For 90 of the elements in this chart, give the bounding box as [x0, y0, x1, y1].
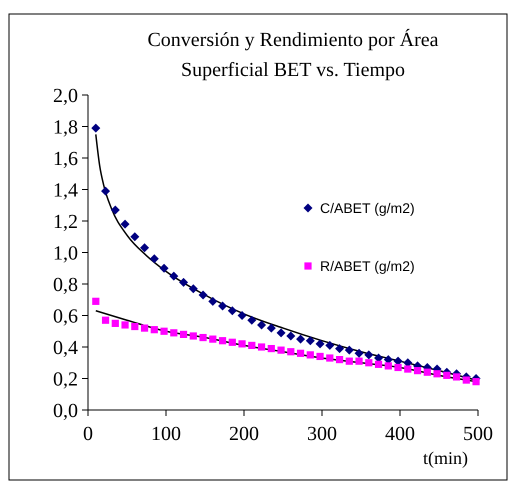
point — [355, 358, 363, 365]
point — [248, 342, 256, 350]
point — [92, 298, 100, 305]
point — [179, 278, 188, 287]
point — [110, 205, 120, 214]
point — [266, 324, 276, 333]
point — [101, 186, 110, 196]
point — [150, 326, 158, 334]
point — [238, 340, 246, 348]
point — [102, 316, 110, 324]
point — [199, 334, 207, 342]
y-tick-label: 1,8 — [53, 116, 78, 138]
point — [344, 346, 354, 355]
point — [258, 343, 266, 351]
point — [228, 338, 236, 346]
y-tick-label: 1,2 — [53, 211, 78, 233]
x-tick-label: 0 — [83, 423, 93, 445]
point — [325, 340, 334, 350]
point — [336, 356, 344, 364]
point — [404, 365, 412, 373]
point — [306, 351, 314, 358]
point — [276, 328, 286, 338]
point — [130, 232, 140, 242]
point — [316, 352, 324, 360]
point — [208, 296, 218, 306]
point — [257, 320, 266, 330]
legend-label: C/ABET (g/m2) — [320, 200, 415, 216]
point — [424, 368, 431, 376]
point — [112, 320, 119, 327]
point — [218, 337, 226, 344]
point — [228, 306, 237, 316]
point — [121, 321, 129, 329]
point — [247, 316, 256, 325]
point — [287, 348, 294, 356]
point — [365, 359, 372, 366]
point — [198, 290, 208, 300]
point — [218, 302, 228, 311]
point — [277, 346, 285, 354]
point — [170, 329, 178, 336]
point — [286, 331, 296, 340]
x-tick-label: 200 — [229, 423, 259, 445]
x-tick-label: 500 — [463, 423, 493, 445]
y-tick-label: 0,2 — [53, 368, 78, 390]
point — [462, 376, 470, 384]
point — [160, 264, 169, 273]
point — [452, 373, 460, 381]
point — [169, 272, 178, 281]
point — [238, 311, 247, 320]
point — [306, 336, 315, 346]
point — [140, 324, 148, 332]
point — [354, 348, 364, 358]
point — [374, 360, 382, 368]
point — [180, 330, 188, 338]
y-tick-label: 2,0 — [53, 85, 78, 107]
point — [131, 322, 138, 330]
point — [335, 344, 344, 354]
point — [150, 254, 159, 264]
point — [268, 344, 275, 352]
y-tick-label: 0,6 — [53, 306, 78, 328]
x-tick-label: 300 — [307, 423, 337, 445]
x-axis-title: t(min) — [423, 448, 468, 468]
point — [346, 358, 353, 365]
point — [414, 367, 422, 374]
point — [433, 370, 441, 378]
y-tick-label: 0,8 — [53, 274, 78, 296]
point — [472, 378, 480, 386]
y-tick-label: 0,0 — [53, 400, 78, 422]
point — [188, 284, 198, 294]
chart-title: Conversión y Rendimiento por Área Superficial BET vs. Tiempo — [147, 28, 439, 81]
point — [316, 339, 325, 348]
point — [443, 372, 450, 379]
y-tick-label: 1,0 — [53, 242, 78, 264]
point — [296, 350, 304, 357]
point — [394, 364, 402, 372]
point — [160, 328, 168, 335]
point — [140, 243, 150, 252]
point — [209, 336, 216, 343]
y-tick-label: 0,4 — [53, 337, 78, 359]
point — [326, 354, 334, 362]
y-tick-label: 1,4 — [53, 180, 78, 202]
x-tick-label: 100 — [151, 423, 181, 445]
point — [296, 334, 306, 344]
legend-label: R/ABET (g/m2) — [320, 258, 415, 274]
point — [364, 350, 374, 360]
point — [91, 124, 100, 133]
point — [120, 220, 130, 229]
point — [384, 362, 392, 370]
y-tick-label: 1,6 — [53, 148, 78, 170]
point — [190, 332, 197, 340]
x-tick-label: 400 — [385, 423, 415, 445]
